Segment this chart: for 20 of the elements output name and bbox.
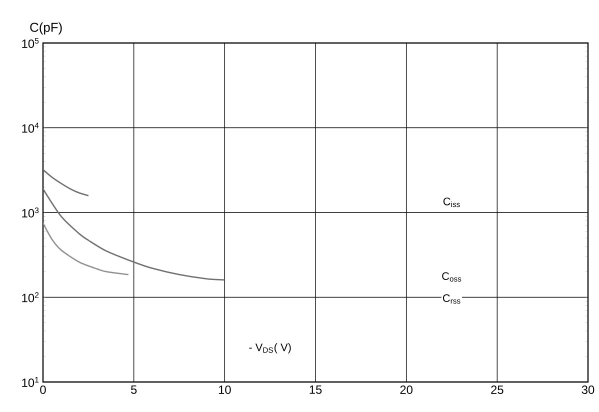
y-axis-title: C(pF) bbox=[30, 22, 62, 34]
line-series bbox=[43, 188, 226, 281]
x-tick-label: 25 bbox=[491, 386, 504, 394]
x-tick-label: 15 bbox=[310, 386, 322, 394]
x-tick-label: 30 bbox=[582, 386, 594, 394]
y-tick-label: 10$^{3}$ bbox=[22, 207, 39, 218]
annotation: C$_{oss}$ bbox=[442, 272, 462, 282]
x-axis-title: - V$_{DS}$( V) bbox=[249, 343, 291, 354]
x-tick-label: 0 bbox=[40, 386, 46, 394]
y-tick-label: 10$^{1}$ bbox=[22, 377, 39, 387]
x-tick-label: 5 bbox=[130, 386, 137, 394]
y-tick-label: 10$^{2}$ bbox=[22, 292, 39, 302]
annotation: C$_{iss}$ bbox=[443, 198, 460, 208]
y-tick-label: 10$^{5}$ bbox=[22, 38, 39, 48]
x-tick-label: 10 bbox=[218, 386, 231, 394]
y-tick-label: 10$^{4}$ bbox=[22, 122, 39, 133]
annotation: C$_{rss}$ bbox=[442, 294, 460, 304]
line-series bbox=[43, 222, 130, 276]
line-series bbox=[43, 168, 90, 196]
x-tick-label: 20 bbox=[400, 386, 413, 394]
